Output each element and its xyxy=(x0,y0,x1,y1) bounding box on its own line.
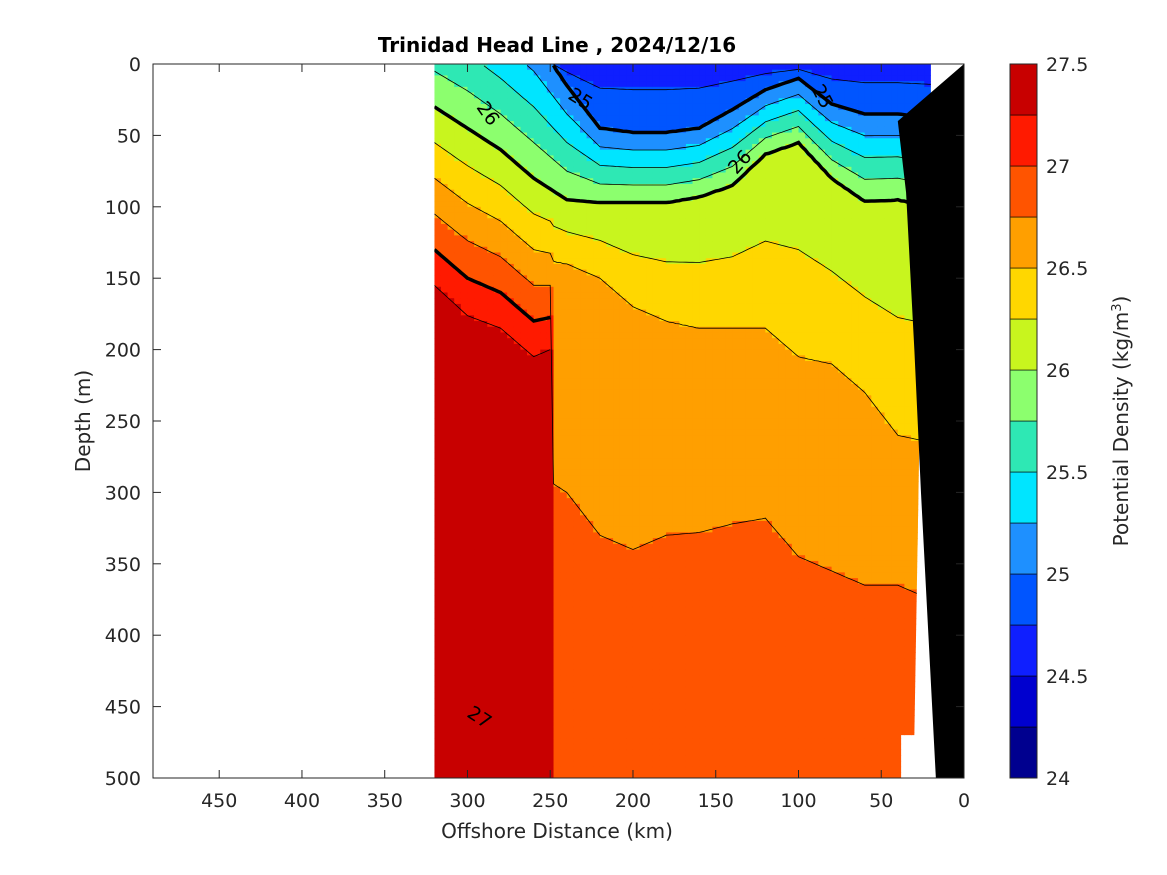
y-tick-label: 350 xyxy=(105,554,141,576)
y-tick-label: 150 xyxy=(105,268,141,290)
x-tick-label: 400 xyxy=(284,790,320,812)
chart-title: Trinidad Head Line , 2024/12/16 xyxy=(378,33,736,57)
y-tick-label: 450 xyxy=(105,697,141,719)
x-tick-label: 250 xyxy=(532,790,568,812)
colorbar-tick-label: 26 xyxy=(1046,360,1070,382)
contour-line xyxy=(553,64,931,91)
x-axis-label: Offshore Distance (km) xyxy=(441,819,673,843)
contour-line xyxy=(434,142,931,325)
colorbar-swatch xyxy=(1009,573,1038,626)
y-tick-label: 200 xyxy=(105,340,141,362)
colorbar-swatch xyxy=(1009,63,1038,116)
colorbar-tick-label: 27.5 xyxy=(1046,54,1088,76)
x-tick-label: 100 xyxy=(780,790,816,812)
colorbar-tick-label: 27 xyxy=(1046,156,1070,178)
bathymetry-layer xyxy=(897,64,964,778)
y-tick-label: 500 xyxy=(105,768,141,790)
y-tick-label: 0 xyxy=(129,54,141,76)
colorbar-label: Potential Density (kg/m3) xyxy=(1109,296,1133,547)
contour-line xyxy=(551,64,931,135)
colorbar-swatch xyxy=(1009,420,1038,473)
colorbar-swatch xyxy=(1009,471,1038,524)
contour-line xyxy=(434,70,931,186)
y-tick-label: 100 xyxy=(105,197,141,219)
colorbar-tick-label: 24.5 xyxy=(1046,666,1088,688)
contour-line xyxy=(434,177,931,443)
colorbar-tick-label: 26.5 xyxy=(1046,258,1088,280)
y-tick-label: 300 xyxy=(105,482,141,504)
contour-lines-layer xyxy=(434,64,931,600)
contour-line xyxy=(434,213,931,600)
colorbar-swatch xyxy=(1009,624,1038,677)
bathymetry-shape xyxy=(897,64,964,778)
colorbar-swatch xyxy=(1009,216,1038,269)
contour-fill-layer xyxy=(434,64,931,778)
colorbar-swatch xyxy=(1009,114,1038,167)
contour-line xyxy=(434,285,551,358)
y-tick-label: 250 xyxy=(105,411,141,433)
contour-line xyxy=(434,248,551,323)
colorbar-tick-label: 24 xyxy=(1046,768,1070,790)
x-axis: 450 400 350 300 250 200 150 100 50 0 xyxy=(201,64,970,812)
x-tick-label: 0 xyxy=(958,790,970,812)
x-tick-label: 450 xyxy=(201,790,237,812)
contour-line xyxy=(526,65,931,151)
x-tick-label: 200 xyxy=(615,790,651,812)
contour-line xyxy=(434,105,931,209)
y-tick-label: 50 xyxy=(117,125,141,147)
x-tick-label: 50 xyxy=(869,790,893,812)
y-tick-label: 400 xyxy=(105,625,141,647)
colorbar-swatch xyxy=(1009,318,1038,371)
colorbar-swatch xyxy=(1009,726,1038,779)
y-axis-label: Depth (m) xyxy=(71,370,95,472)
x-tick-label: 300 xyxy=(449,790,485,812)
colorbar-swatch xyxy=(1009,369,1038,422)
colorbar-swatch xyxy=(1009,267,1038,320)
x-tick-label: 350 xyxy=(367,790,403,812)
colorbar-tick-label: 25 xyxy=(1046,564,1070,586)
y-axis: 0 50 100 150 200 250 300 350 400 450 500 xyxy=(105,54,964,790)
x-tick-label: 150 xyxy=(698,790,734,812)
colorbar-tick-label: 25.5 xyxy=(1046,462,1088,484)
colorbar-swatch xyxy=(1009,522,1038,575)
colorbar-frame xyxy=(1009,63,1038,779)
colorbar-swatch xyxy=(1009,675,1038,728)
contour-line xyxy=(483,65,931,168)
colorbar: 24 24.5 25 25.5 26 26.5 27 27.5 xyxy=(1009,54,1088,790)
colorbar-swatch xyxy=(1009,165,1038,218)
